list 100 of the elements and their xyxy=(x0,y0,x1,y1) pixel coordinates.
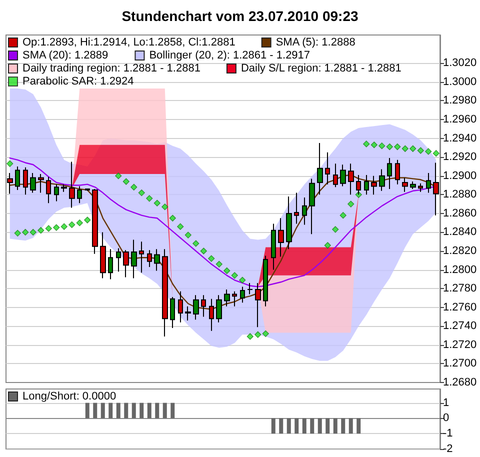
candlestick xyxy=(170,296,175,329)
point xyxy=(386,143,393,150)
point xyxy=(184,232,192,238)
y-tick-label: 1.2920 xyxy=(443,151,477,164)
point xyxy=(324,242,331,249)
candlestick xyxy=(131,239,137,279)
candlestick xyxy=(139,241,144,274)
candlestick xyxy=(61,184,67,192)
candlestick xyxy=(364,174,369,196)
candlestick xyxy=(154,248,160,272)
point xyxy=(177,223,184,230)
point xyxy=(192,240,200,247)
y-tick-label: 1.2880 xyxy=(443,188,477,201)
candlestick xyxy=(23,166,28,196)
candlestick xyxy=(116,248,121,272)
y-tick-label: 1.2960 xyxy=(443,114,477,126)
point xyxy=(208,255,215,262)
legend-label: Daily trading region: 1.2881 - 1.2881 xyxy=(22,62,200,74)
point xyxy=(239,276,246,284)
point xyxy=(130,184,138,190)
y-tick-label: 1.3020 xyxy=(443,57,477,70)
y-tick-label: 1.2780 xyxy=(443,282,477,295)
point xyxy=(38,227,44,234)
candlestick xyxy=(30,172,36,194)
candlestick xyxy=(232,290,237,307)
point xyxy=(154,200,160,206)
point xyxy=(417,147,424,154)
candlestick xyxy=(201,294,206,318)
candlestick xyxy=(216,294,222,323)
y-tick-label: 1.2980 xyxy=(443,94,477,107)
candlestick xyxy=(46,176,51,204)
point xyxy=(14,230,21,236)
point xyxy=(425,148,432,155)
point xyxy=(432,150,440,157)
point xyxy=(231,272,238,279)
candlestick xyxy=(433,162,439,216)
candlestick xyxy=(224,289,230,307)
y-tick-label: 1.2740 xyxy=(443,320,477,332)
legend-label: Parabolic SAR: 1.2924 xyxy=(22,76,134,88)
point xyxy=(348,200,354,208)
candlestick xyxy=(77,186,82,204)
y-tick-label: 1.2840 xyxy=(443,226,477,238)
y-tick-label: 1.2680 xyxy=(443,376,477,388)
y-tick-label: 1.2760 xyxy=(443,301,477,314)
point xyxy=(363,140,370,148)
y-tick-label: 1.3000 xyxy=(443,76,477,88)
point xyxy=(60,223,68,230)
candlestick xyxy=(271,223,276,270)
candlestick xyxy=(317,142,323,196)
y-tick-label: 1.2700 xyxy=(443,358,477,370)
y-tick-label: 1.2720 xyxy=(443,338,477,351)
legend-label: SMA (5): 1.2888 xyxy=(276,36,356,48)
candlestick xyxy=(410,181,416,190)
candlestick xyxy=(185,306,191,322)
candlestick xyxy=(387,158,392,190)
y-tick-label: 1.2820 xyxy=(443,245,477,258)
y-tick-label: 1 xyxy=(443,396,450,409)
candlestick xyxy=(193,294,199,320)
point xyxy=(115,172,122,180)
point xyxy=(146,195,153,202)
candlestick xyxy=(240,286,245,304)
candlestick xyxy=(85,188,90,192)
point xyxy=(22,228,29,236)
candlestick xyxy=(15,166,20,190)
point xyxy=(262,330,269,337)
legend-label: Daily S/L region: 1.2881 - 1.2881 xyxy=(240,62,402,74)
point xyxy=(138,189,145,196)
y-tick-label: 1.2860 xyxy=(443,207,477,220)
candlestick xyxy=(7,172,13,194)
point xyxy=(169,214,176,222)
point xyxy=(378,142,386,150)
candlestick xyxy=(263,255,268,307)
candlestick xyxy=(108,248,113,280)
candlestick xyxy=(426,172,431,194)
point xyxy=(254,331,262,338)
y-tick-label: 1.2940 xyxy=(443,132,477,144)
candlestick xyxy=(340,164,346,187)
legend-label: Long/Short: 0.0000 xyxy=(22,390,116,402)
candlestick xyxy=(92,188,98,254)
candlestick xyxy=(418,182,423,192)
point xyxy=(224,267,230,274)
point xyxy=(122,178,130,185)
point xyxy=(410,145,416,152)
candlestick xyxy=(147,250,152,268)
candlestick xyxy=(54,184,59,202)
candlestick xyxy=(286,196,292,250)
candlestick xyxy=(38,174,44,194)
point xyxy=(76,220,83,226)
y-tick-label: -1 xyxy=(443,428,453,440)
legend-label: SMA (20): 1.2889 xyxy=(22,50,108,62)
candlestick xyxy=(333,163,338,188)
chart-title: Stundenchart vom 23.07.2010 09:23 xyxy=(122,8,358,24)
candlestick xyxy=(247,282,253,295)
candlestick xyxy=(379,168,385,192)
candlestick xyxy=(348,163,354,196)
candlestick xyxy=(162,248,168,337)
point xyxy=(200,248,207,254)
candlestick xyxy=(371,175,377,196)
candlestick xyxy=(69,161,75,208)
candlestick xyxy=(402,177,408,192)
